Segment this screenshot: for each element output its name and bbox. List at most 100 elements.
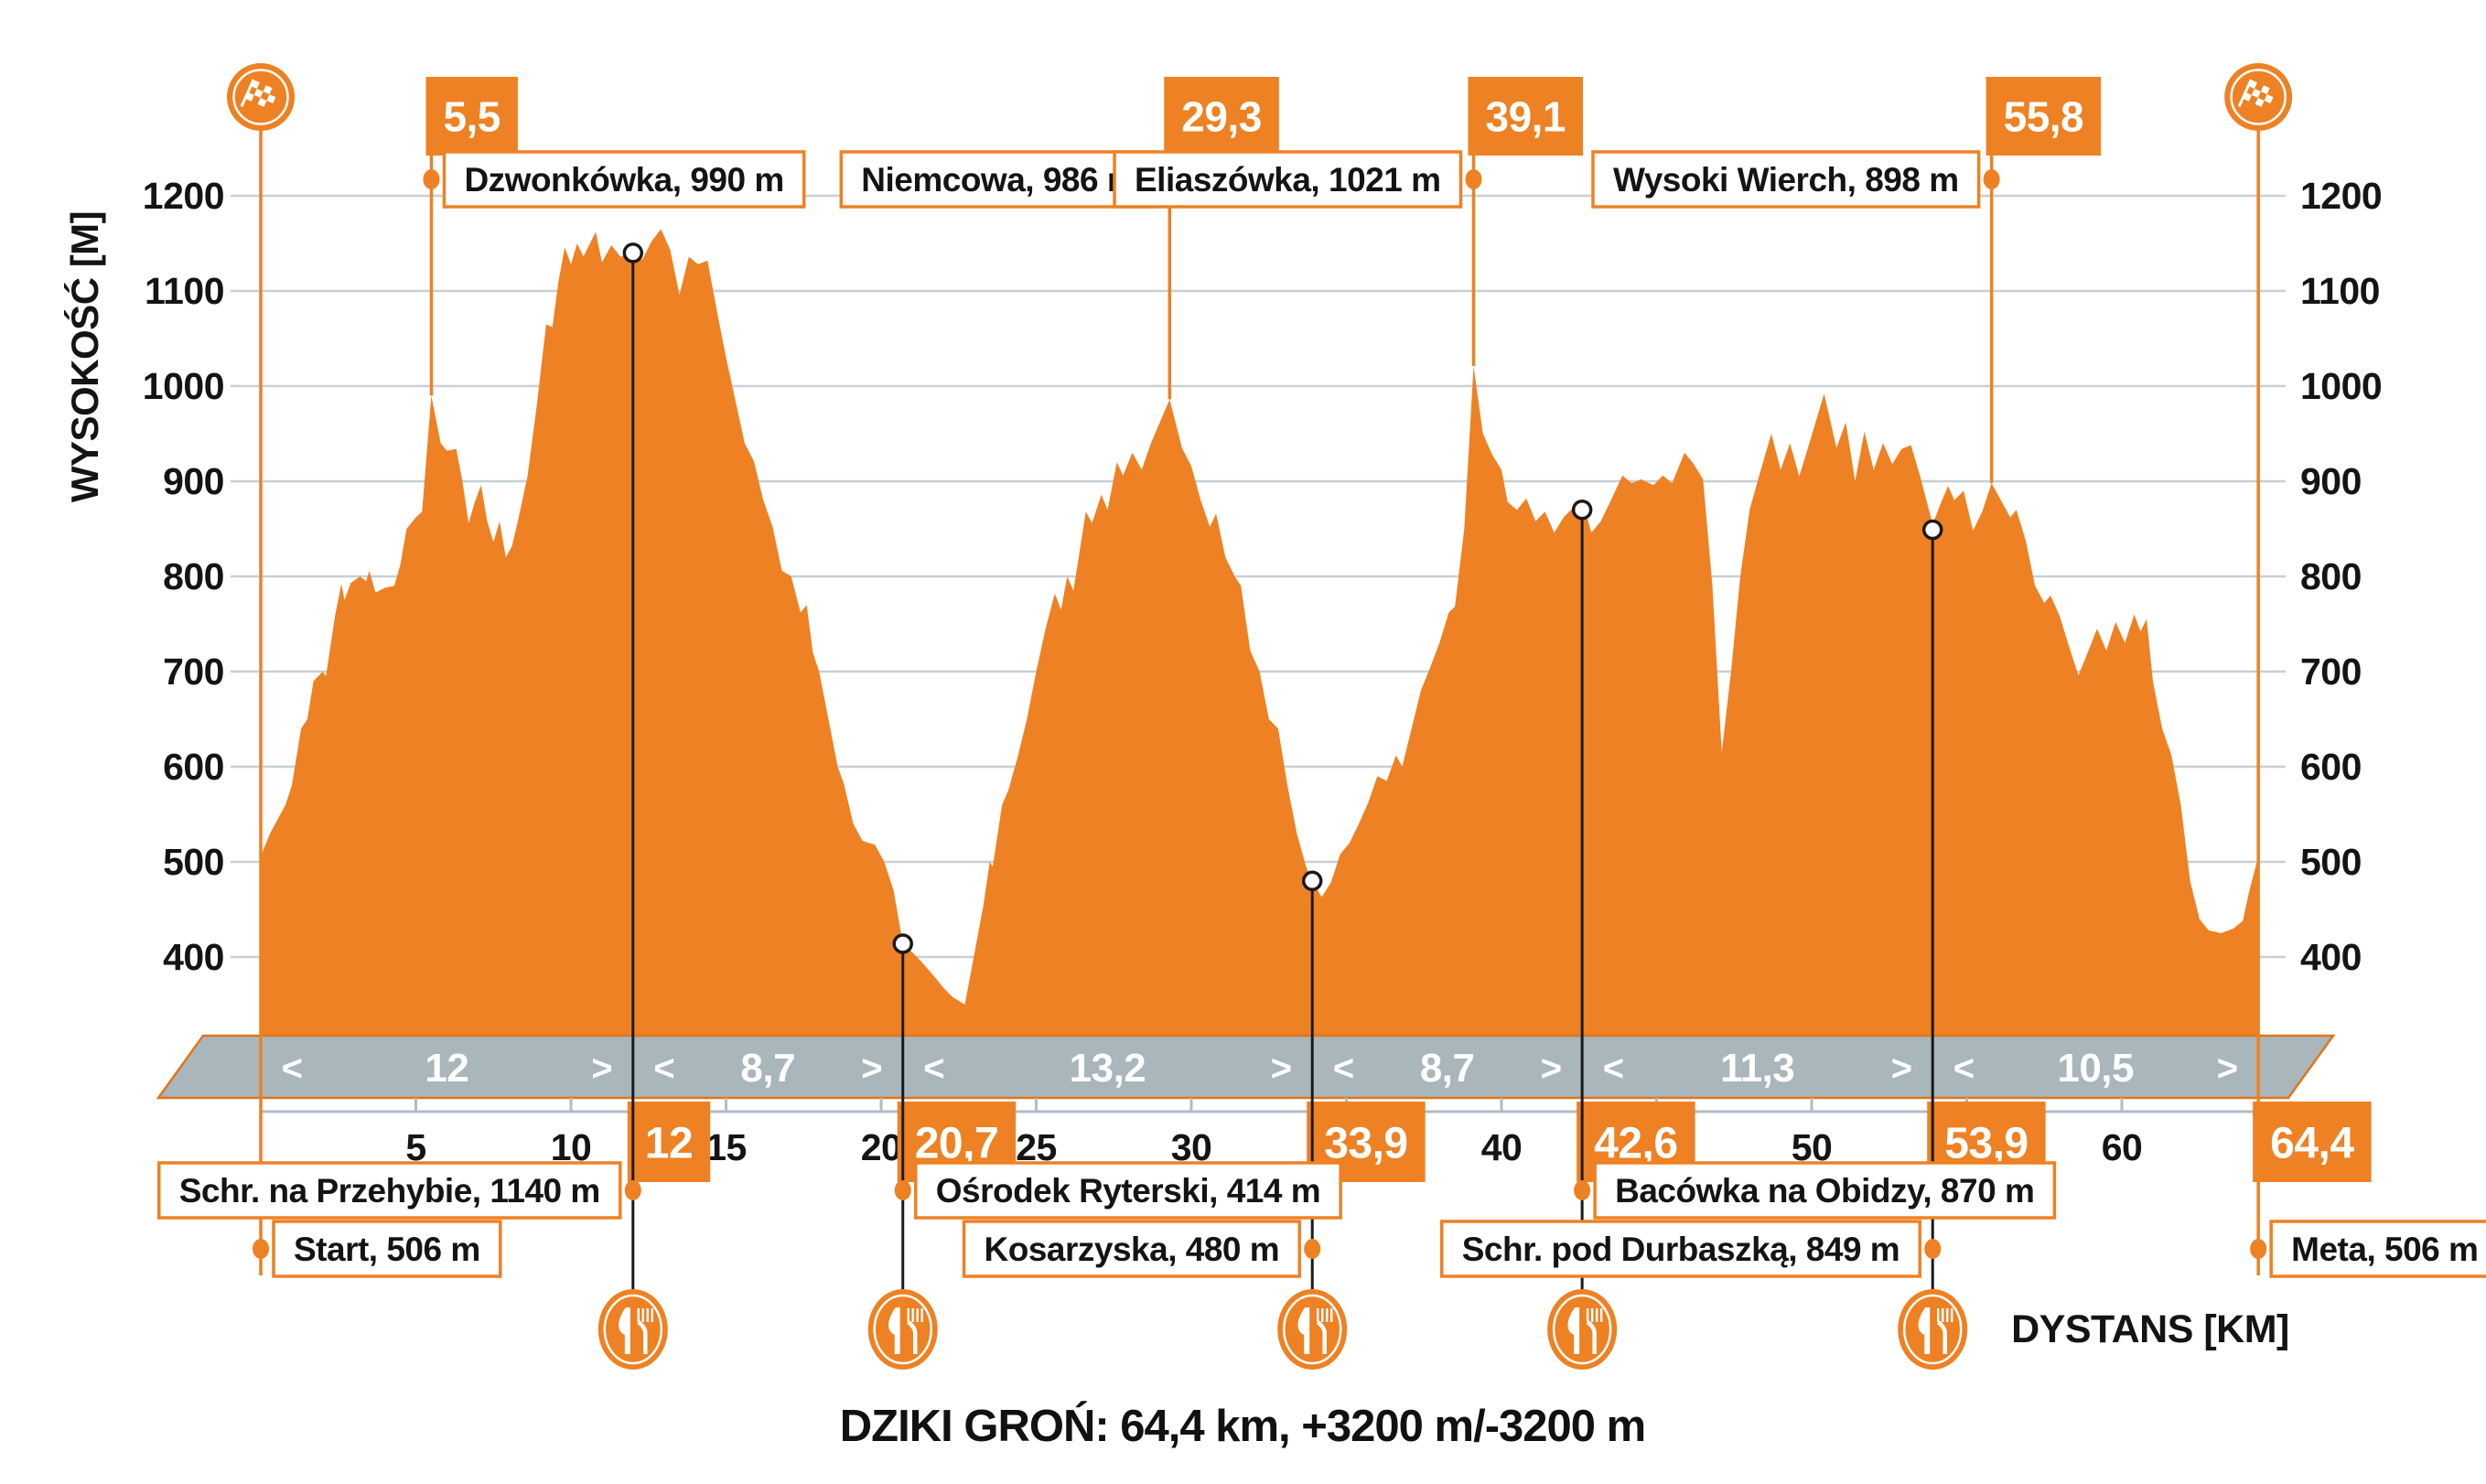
segment-distance-band: < >12 < >8,7 < >13,2 < >8,7 < >11,3 < >10,5 xyxy=(156,1034,2336,1100)
start-label-box xyxy=(272,1220,502,1278)
peak-km-box-text: 29,3 xyxy=(1181,93,1262,141)
start-flag-icon xyxy=(225,61,296,133)
km-axis-box-text: 64,4 xyxy=(2270,1119,2354,1167)
y-tick-label-right: 600 xyxy=(2300,746,2362,788)
y-tick-label-left: 400 xyxy=(163,936,224,978)
food-station-label-box xyxy=(913,1161,1342,1220)
fork-knife-icon xyxy=(1277,1289,1347,1370)
profile-point-marker xyxy=(1571,499,1593,521)
y-tick-label-left: 1100 xyxy=(145,270,224,312)
segment-arrow-left: < xyxy=(1333,1048,1354,1089)
segment-arrow-left: < xyxy=(653,1048,674,1089)
food-station-label-box xyxy=(157,1161,622,1220)
peak-label-box xyxy=(1113,150,1463,209)
fork-knife-icon xyxy=(598,1289,668,1370)
segment-distance: 11,3 xyxy=(1720,1046,1794,1091)
food-station-label-dot xyxy=(1574,1180,1591,1200)
food-station-label-text: Kosarzyska, 480 m xyxy=(985,1231,1280,1268)
km-axis-box xyxy=(627,1102,711,1182)
y-tick-label-left: 600 xyxy=(163,746,224,788)
food-station-label-box xyxy=(1593,1161,2057,1220)
peak-label-dot xyxy=(423,169,440,189)
y-tick-label-right: 1000 xyxy=(2300,365,2382,407)
y-tick-label-left: 900 xyxy=(163,460,224,502)
segment-arrow-left: < xyxy=(923,1048,944,1089)
peak-label-text: Eliaszówka, 1021 m xyxy=(1135,161,1440,199)
profile-point-marker xyxy=(1921,519,1943,541)
y-axis-tick-labels: 400 400 500 500 600 600 700 700 800 800 900 900 1000… xyxy=(143,175,2383,978)
segment-distance: 10,5 xyxy=(2057,1046,2134,1091)
profile-point-marker xyxy=(892,933,913,954)
segment-arrow-left: < xyxy=(282,1048,303,1089)
fork-knife-icon xyxy=(1898,1289,1967,1370)
checkpoint-labels: Dzwonkówka, 990 m Niemcowa, 986 mEliaszów… xyxy=(157,150,2486,1278)
y-tick-label-left: 800 xyxy=(163,555,224,597)
y-tick-label-right: 500 xyxy=(2300,841,2362,883)
food-station-label-text: Bacówka na Obidzy, 870 m xyxy=(1615,1172,2034,1210)
y-tick-label-left: 500 xyxy=(163,841,224,883)
food-station-label-dot xyxy=(624,1180,641,1200)
segment-arrow-right: > xyxy=(861,1048,882,1089)
segment-arrow-left: < xyxy=(1953,1048,1975,1089)
food-station-label-text: Ośrodek Ryterski, 414 m xyxy=(936,1172,1320,1210)
fork-knife-icon xyxy=(868,1289,938,1370)
finish-label-box xyxy=(2269,1220,2486,1278)
segment-arrow-right: > xyxy=(1891,1048,1912,1089)
peak-label-text: Niemcowa, 986 m xyxy=(861,161,1136,199)
checkpoint-markers: 5,5 29,3 39,1 55,8 xyxy=(225,61,2294,1370)
peak-label-box xyxy=(1591,150,1981,209)
segment-arrow-right: > xyxy=(2217,1048,2238,1089)
peak-km-box xyxy=(1986,77,2102,156)
x-tick-label: 40 xyxy=(1481,1126,1523,1168)
elevation-profile xyxy=(261,229,2259,1036)
y-tick-label-right: 400 xyxy=(2300,936,2362,978)
peak-km-box-text: 55,8 xyxy=(2004,93,2084,141)
x-tick-label: 5 xyxy=(405,1126,425,1168)
peak-label-text: Wysoki Wierch, 898 m xyxy=(1613,161,1959,199)
x-tick-label: 60 xyxy=(2102,1126,2143,1168)
peak-label-dot xyxy=(1465,169,1482,189)
km-axis-box xyxy=(2253,1102,2372,1182)
y-tick-label-left: 1000 xyxy=(143,365,224,407)
peak-km-box xyxy=(1468,77,1584,156)
x-tick-label: 15 xyxy=(705,1126,747,1168)
km-axis-box-text: 53,9 xyxy=(1944,1119,2028,1167)
segment-band xyxy=(156,1034,2336,1100)
km-axis-box-text: 42,6 xyxy=(1594,1119,1677,1167)
km-axis-box-text: 20,7 xyxy=(915,1119,998,1167)
food-station-label-text: Schr. na Przehybie, 1140 m xyxy=(179,1172,600,1210)
segment-distance: 8,7 xyxy=(740,1046,795,1091)
fork-knife-icon xyxy=(1547,1289,1617,1370)
finish-flag-icon xyxy=(2222,61,2294,133)
elevation-profile-area xyxy=(261,229,2259,1036)
km-axis-box-text: 33,9 xyxy=(1324,1119,1407,1167)
y-tick-label-right: 1100 xyxy=(2300,270,2380,312)
y-tick-label-right: 900 xyxy=(2300,460,2362,502)
y-axis-title: WYSOKOŚĆ [M] xyxy=(62,211,106,502)
page-title: DZIKI GROŃ: 64,4 km, +3200 m/-3200 m xyxy=(840,1402,1645,1451)
y-tick-label-left: 1200 xyxy=(143,175,224,217)
segment-distance: 8,7 xyxy=(1420,1046,1475,1091)
y-tick-label-left: 700 xyxy=(163,651,224,693)
x-tick-label: 20 xyxy=(861,1126,902,1168)
y-tick-label-right: 700 xyxy=(2300,651,2362,693)
food-station-label-text: Schr. pod Durbaszką, 849 m xyxy=(1462,1231,1899,1268)
profile-point-marker xyxy=(622,242,644,263)
peak-label-dot xyxy=(1983,169,2000,189)
y-tick-label-right: 800 xyxy=(2300,555,2362,597)
food-station-label-dot xyxy=(894,1180,911,1200)
peak-km-box-text: 5,5 xyxy=(443,93,500,141)
peak-label-text: Dzwonkówka, 990 m xyxy=(464,161,783,199)
start-label-dot xyxy=(253,1239,269,1259)
segment-arrow-right: > xyxy=(591,1048,612,1089)
peak-label-box xyxy=(839,150,1159,209)
peak-km-box xyxy=(425,77,518,156)
segment-arrow-right: > xyxy=(1271,1048,1292,1089)
peak-km-box-text: 39,1 xyxy=(1485,93,1566,141)
food-station-label-dot xyxy=(1924,1239,1942,1259)
peak-km-box xyxy=(1164,77,1279,156)
segment-arrow-right: > xyxy=(1541,1048,1562,1089)
x-axis-title: DYSTANS [KM] xyxy=(2011,1307,2289,1351)
